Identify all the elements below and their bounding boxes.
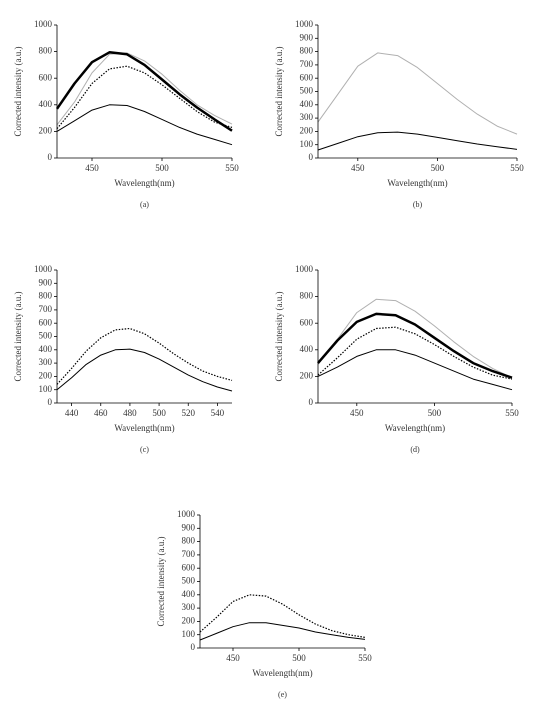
x-tick-label: 460 [94,408,108,418]
y-tick-label: 400 [39,344,53,354]
panel-caption: (b) [413,200,423,209]
x-tick-label: 500 [292,653,306,663]
x-tick-label: 550 [505,408,519,418]
y-tick-label: 800 [39,46,53,56]
data-line [317,326,513,380]
panel-caption: (e) [278,690,287,699]
y-tick-label: 0 [48,397,53,407]
x-axis-label: Wavelength(nm) [387,178,447,188]
x-tick-label: 500 [152,408,166,418]
x-tick-label: 500 [155,163,169,173]
y-axis-label: Corrected intensity (a.u.) [13,47,23,137]
y-tick-label: 1000 [295,264,314,274]
y-tick-label: 800 [300,291,314,301]
y-tick-label: 200 [300,125,314,135]
y-tick-label: 400 [182,589,196,599]
y-tick-label: 100 [39,384,53,394]
x-axis-label: Wavelength(nm) [252,668,312,678]
y-tick-label: 0 [309,397,314,407]
y-tick-label: 900 [300,32,314,42]
data-line [56,104,233,146]
y-tick-label: 1000 [34,19,53,29]
y-tick-label: 1000 [34,264,53,274]
y-tick-label: 1000 [177,509,196,519]
y-axis-label: Corrected intensity (a.u.) [13,292,23,382]
y-tick-label: 800 [182,536,196,546]
data-line [317,312,513,379]
y-tick-label: 800 [300,46,314,56]
y-tick-label: 600 [300,72,314,82]
y-tick-label: 200 [182,615,196,625]
y-tick-label: 200 [300,370,314,380]
data-line [56,327,233,385]
x-tick-label: 450 [85,163,99,173]
y-tick-label: 300 [300,112,314,122]
y-axis-label: Corrected intensity (a.u.) [274,292,284,382]
x-tick-label: 480 [123,408,137,418]
x-tick-label: 450 [350,408,364,418]
x-tick-label: 500 [428,408,442,418]
data-line [199,594,366,638]
y-tick-label: 300 [39,357,53,367]
x-tick-label: 550 [510,163,524,173]
x-tick-label: 450 [351,163,365,173]
x-tick-label: 450 [226,653,240,663]
data-line [55,51,233,132]
y-tick-label: 700 [39,304,53,314]
x-tick-label: 550 [358,653,372,663]
y-tick-label: 200 [39,125,53,135]
panel-caption: (c) [140,445,149,454]
y-tick-label: 800 [39,291,53,301]
y-tick-label: 500 [39,331,53,341]
data-line [199,622,366,641]
data-line [317,131,518,151]
y-tick-label: 600 [300,317,314,327]
y-axis-label: Corrected intensity (a.u.) [156,537,166,627]
x-tick-label: 540 [211,408,225,418]
y-tick-label: 400 [300,99,314,109]
x-tick-label: 550 [225,163,239,173]
data-line [56,52,233,126]
x-axis-label: Wavelength(nm) [114,178,174,188]
x-axis-label: Wavelength(nm) [385,423,445,433]
x-tick-label: 520 [182,408,196,418]
y-tick-label: 200 [39,370,53,380]
data-line [317,349,513,391]
y-tick-label: 300 [182,602,196,612]
y-tick-label: 700 [182,549,196,559]
data-line [56,348,233,392]
y-tick-label: 400 [39,99,53,109]
y-tick-label: 1000 [295,19,314,29]
data-line [56,65,233,130]
y-tick-label: 0 [191,642,196,652]
panel-caption: (d) [410,445,420,454]
y-tick-label: 900 [39,277,53,287]
panel-caption: (a) [140,200,149,209]
y-tick-label: 500 [300,86,314,96]
x-axis-label: Wavelength(nm) [114,423,174,433]
data-line [317,52,518,135]
y-tick-label: 100 [182,629,196,639]
y-axis-label: Corrected intensity (a.u.) [274,47,284,137]
y-tick-label: 600 [182,562,196,572]
y-tick-label: 0 [309,152,314,162]
y-tick-label: 600 [39,72,53,82]
x-tick-label: 440 [65,408,79,418]
y-tick-label: 600 [39,317,53,327]
y-tick-label: 700 [300,59,314,69]
data-line [317,298,513,379]
y-tick-label: 500 [182,576,196,586]
y-tick-label: 900 [182,522,196,532]
y-tick-label: 100 [300,139,314,149]
y-tick-label: 0 [48,152,53,162]
x-tick-label: 500 [431,163,445,173]
y-tick-label: 400 [300,344,314,354]
